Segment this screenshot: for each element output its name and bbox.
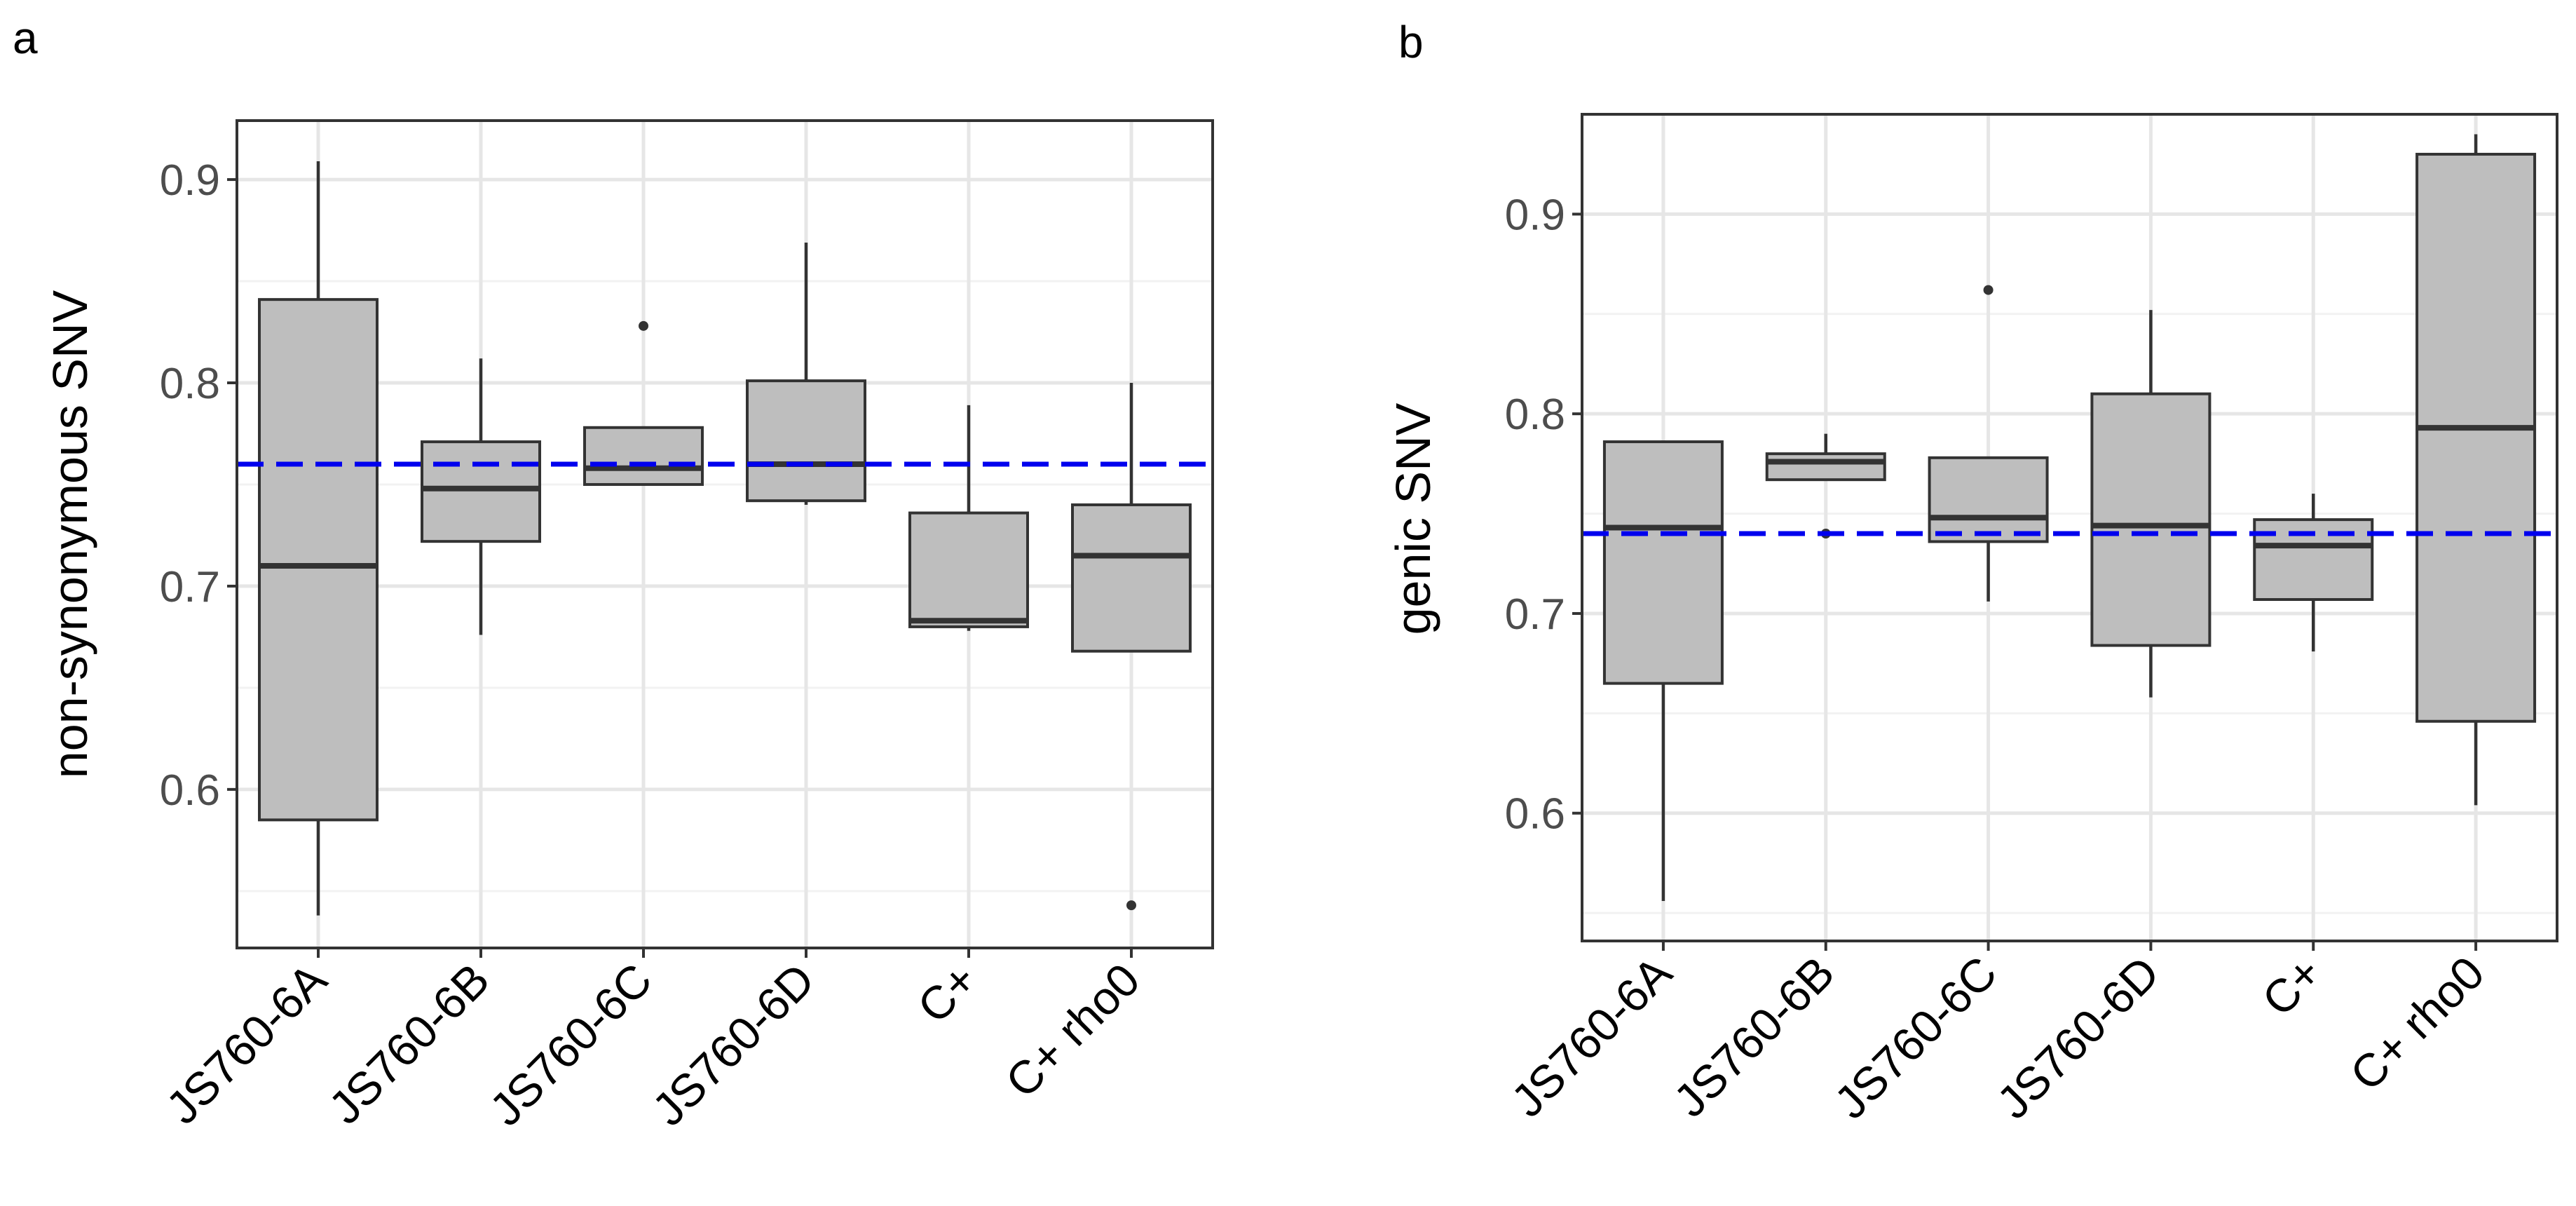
y-tick-label: 0.7: [1505, 590, 1565, 639]
y-tick-label: 0.6: [160, 766, 220, 815]
outlier-point: [1126, 900, 1136, 911]
panel-b-boxplot: 0.60.70.80.9JS760-6AJS760-6BJS760-6CJS76…: [1386, 113, 2558, 1128]
panel-a-letter: a: [13, 13, 38, 63]
y-tick-label: 0.7: [160, 563, 220, 611]
box-2: [421, 358, 541, 635]
box-4: [2090, 310, 2212, 698]
outlier-point: [639, 320, 648, 331]
box-iqr: [421, 440, 541, 543]
box-iqr: [1071, 503, 1192, 653]
box-iqr: [2090, 392, 2212, 647]
box-1: [258, 161, 379, 916]
box-iqr: [1765, 452, 1886, 482]
y-tick-label: 0.8: [1505, 391, 1565, 439]
box-iqr: [258, 298, 379, 822]
box-2: [1765, 433, 1886, 539]
y-tick-label: 0.9: [1505, 191, 1565, 239]
panel-border: [236, 119, 1214, 949]
box-1: [1602, 440, 1724, 902]
y-tick-label: 0.9: [160, 156, 220, 205]
box-5: [908, 405, 1029, 631]
box-6: [1071, 383, 1192, 911]
box-iqr: [908, 511, 1029, 628]
box-6: [2415, 134, 2537, 806]
box-3: [583, 320, 704, 486]
box-iqr: [1928, 456, 2049, 543]
box-iqr: [1602, 440, 1724, 685]
y-axis-title: genic SNV: [1386, 402, 1440, 635]
y-tick-label: 0.8: [160, 360, 220, 408]
panel-b-letter: b: [1398, 17, 1424, 67]
y-tick-label: 0.6: [1505, 790, 1565, 839]
box-3: [1928, 285, 2049, 602]
box-iqr: [746, 379, 866, 503]
box-iqr: [583, 426, 704, 486]
outlier-point: [1983, 285, 1994, 295]
y-axis-title: non-synonymous SNV: [43, 290, 97, 778]
panel-border: [1581, 113, 2558, 942]
box-iqr: [2415, 152, 2537, 723]
